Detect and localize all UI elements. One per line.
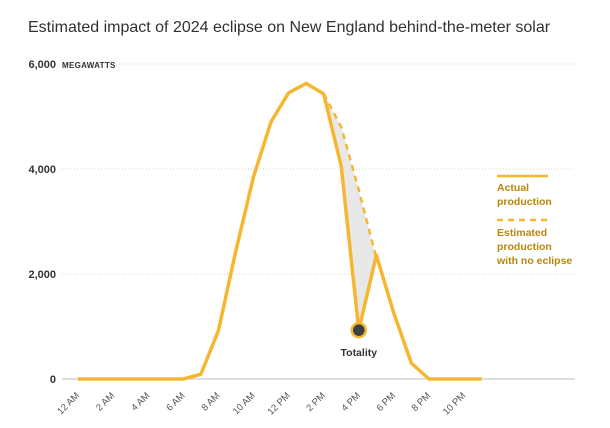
legend-label-estimated-line2: production	[497, 241, 552, 253]
legend-label-estimated-line1: Estimated	[497, 227, 547, 239]
x-tick-label: 10 AM	[231, 390, 258, 417]
x-tick-label: 12 AM	[55, 390, 82, 417]
y-tick-label: 0	[50, 374, 56, 386]
chart-title: Estimated impact of 2024 eclipse on New …	[28, 19, 551, 36]
y-axis: 0 2,000 4,000 6,000	[28, 59, 56, 386]
x-tick-label: 6 PM	[375, 390, 399, 414]
totality-label: Totality	[341, 347, 378, 359]
series-lines	[78, 81, 482, 381]
totality-marker	[350, 321, 368, 339]
x-tick-label: 4 AM	[129, 390, 152, 413]
x-tick-label: 8 PM	[410, 390, 434, 414]
y-tick-label: 2,000	[28, 269, 56, 281]
x-tick-label: 4 PM	[339, 390, 363, 414]
series-line-actual	[78, 81, 482, 381]
y-tick-label: 4,000	[28, 164, 56, 176]
series-line-estimated	[322, 93, 378, 259]
y-tick-label: 6,000	[28, 59, 56, 71]
annotations: Totality	[341, 321, 378, 359]
x-tick-label: 8 AM	[199, 390, 222, 413]
grid	[62, 63, 575, 380]
eclipse-loss-area	[323, 93, 377, 331]
x-tick-label: 10 PM	[441, 390, 468, 417]
legend-label-estimated-line3: with no eclipse	[496, 255, 572, 267]
x-tick-label: 12 PM	[266, 390, 293, 417]
legend-label-actual-line1: Actual	[497, 182, 529, 194]
x-tick-label: 2 AM	[94, 390, 117, 413]
legend-label-actual-line2: production	[497, 196, 552, 208]
x-axis: 12 AM 2 AM 4 AM 6 AM 8 AM 10 AM 12 PM 2 PM 4 PM 6…	[55, 390, 468, 417]
y-axis-label: MEGAWATTS	[62, 61, 116, 70]
lost-production-area	[323, 93, 377, 331]
x-tick-label: 2 PM	[304, 390, 328, 414]
x-tick-label: 6 AM	[164, 390, 187, 413]
legend: Actual production Estimated production w…	[496, 174, 572, 267]
